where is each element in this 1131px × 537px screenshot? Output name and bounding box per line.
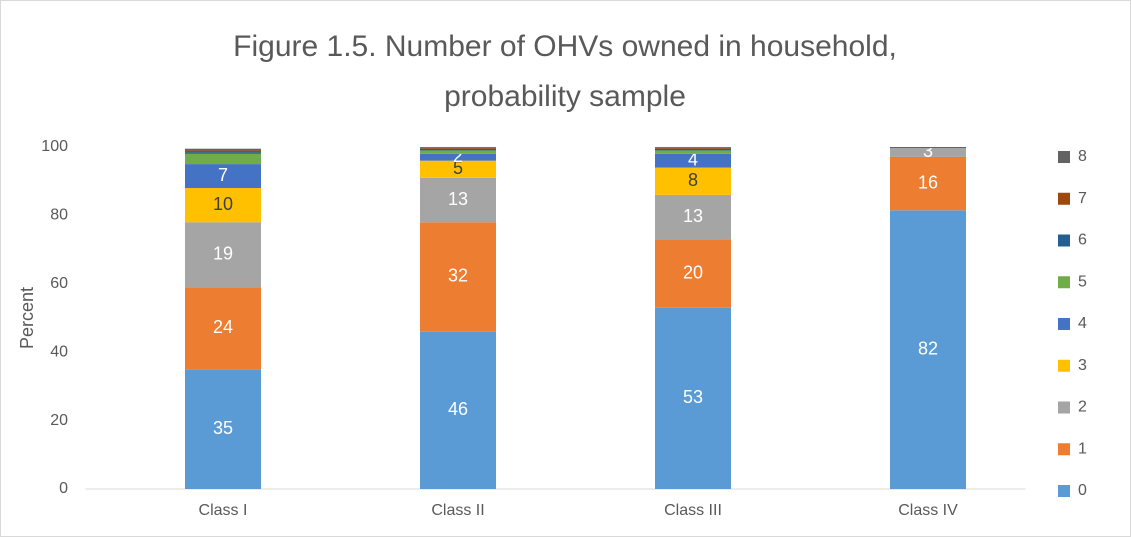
x-tick-label: Class II <box>431 502 484 519</box>
chart-title: probability sample <box>444 80 686 113</box>
bar-segment <box>655 167 731 195</box>
bar-segment <box>185 152 261 154</box>
bar-segment <box>185 188 261 223</box>
data-label: 8 <box>688 170 698 190</box>
y-tick-label: 100 <box>41 138 68 155</box>
data-label: 20 <box>683 262 703 282</box>
bar-segment <box>420 222 496 332</box>
legend-label: 5 <box>1078 273 1087 290</box>
bar-segment <box>185 222 261 288</box>
bar-segment <box>655 147 731 149</box>
bar-segment <box>655 194 731 240</box>
data-label: 24 <box>213 317 233 337</box>
bar-segment <box>890 147 966 149</box>
bar-segment <box>655 307 731 489</box>
bar-segment <box>420 153 496 161</box>
bar-segment <box>655 147 731 148</box>
bar-segment <box>185 287 261 370</box>
data-label: 10 <box>213 194 233 214</box>
data-label: 5 <box>453 158 463 178</box>
data-label: 13 <box>683 206 703 226</box>
data-label: 16 <box>918 172 938 192</box>
bar-segment <box>185 164 261 189</box>
y-tick-label: 0 <box>59 480 68 497</box>
legend-label: 2 <box>1078 399 1087 416</box>
bar-segment <box>420 150 496 154</box>
bar-segment <box>185 148 261 151</box>
bar-segment <box>655 148 731 151</box>
data-label: 46 <box>448 399 468 419</box>
y-axis-label: Percent <box>17 287 37 349</box>
data-label: 13 <box>448 189 468 209</box>
data-label: 82 <box>918 338 938 358</box>
legend-swatch <box>1058 192 1070 205</box>
chart-title: Figure 1.5. Number of OHVs owned in hous… <box>233 30 897 63</box>
legend-label: 1 <box>1078 440 1087 457</box>
bar-segment <box>890 148 966 157</box>
data-label: 19 <box>213 243 233 263</box>
y-tick-label: 80 <box>50 207 68 224</box>
bar-segment <box>420 147 496 148</box>
bar-segment <box>890 156 966 211</box>
bar-segment <box>420 331 496 489</box>
bar-segment <box>420 160 496 178</box>
x-tick-label: Class III <box>664 502 722 519</box>
legend-label: 6 <box>1078 232 1087 249</box>
bar-segment <box>420 147 496 149</box>
data-label: 35 <box>213 418 233 438</box>
data-label: 7 <box>218 165 228 185</box>
bar-segment <box>420 148 496 151</box>
legend-label: 4 <box>1078 315 1087 332</box>
legend-label: 8 <box>1078 148 1087 165</box>
legend-label: 7 <box>1078 190 1087 207</box>
legend-swatch <box>1058 151 1070 163</box>
y-tick-label: 20 <box>50 412 68 429</box>
legend-swatch <box>1058 359 1070 372</box>
bar-segment <box>420 177 496 223</box>
data-label: 4 <box>688 149 698 169</box>
data-label: 53 <box>683 387 703 407</box>
bar-segment <box>185 150 261 153</box>
legend-swatch <box>1058 443 1070 456</box>
data-label: 32 <box>448 266 468 286</box>
legend-label: 3 <box>1078 357 1087 374</box>
legend-swatch <box>1058 276 1070 289</box>
bar-segment <box>890 210 966 489</box>
data-label: 2 <box>453 146 463 166</box>
x-tick-label: Class IV <box>898 502 958 519</box>
legend-swatch <box>1058 485 1070 497</box>
bar-segment <box>655 239 731 308</box>
bar-segment <box>185 153 261 165</box>
y-tick-label: 60 <box>50 275 68 292</box>
bar-segment <box>185 369 261 489</box>
x-tick-label: Class I <box>199 502 248 519</box>
y-tick-label: 40 <box>50 343 68 360</box>
data-label: 3 <box>923 141 933 161</box>
bar-segment <box>655 153 731 168</box>
bar-segment <box>655 150 731 154</box>
legend-label: 0 <box>1078 482 1087 499</box>
legend-swatch <box>1058 234 1070 247</box>
legend-swatch <box>1058 401 1070 414</box>
legend-swatch <box>1058 318 1070 330</box>
